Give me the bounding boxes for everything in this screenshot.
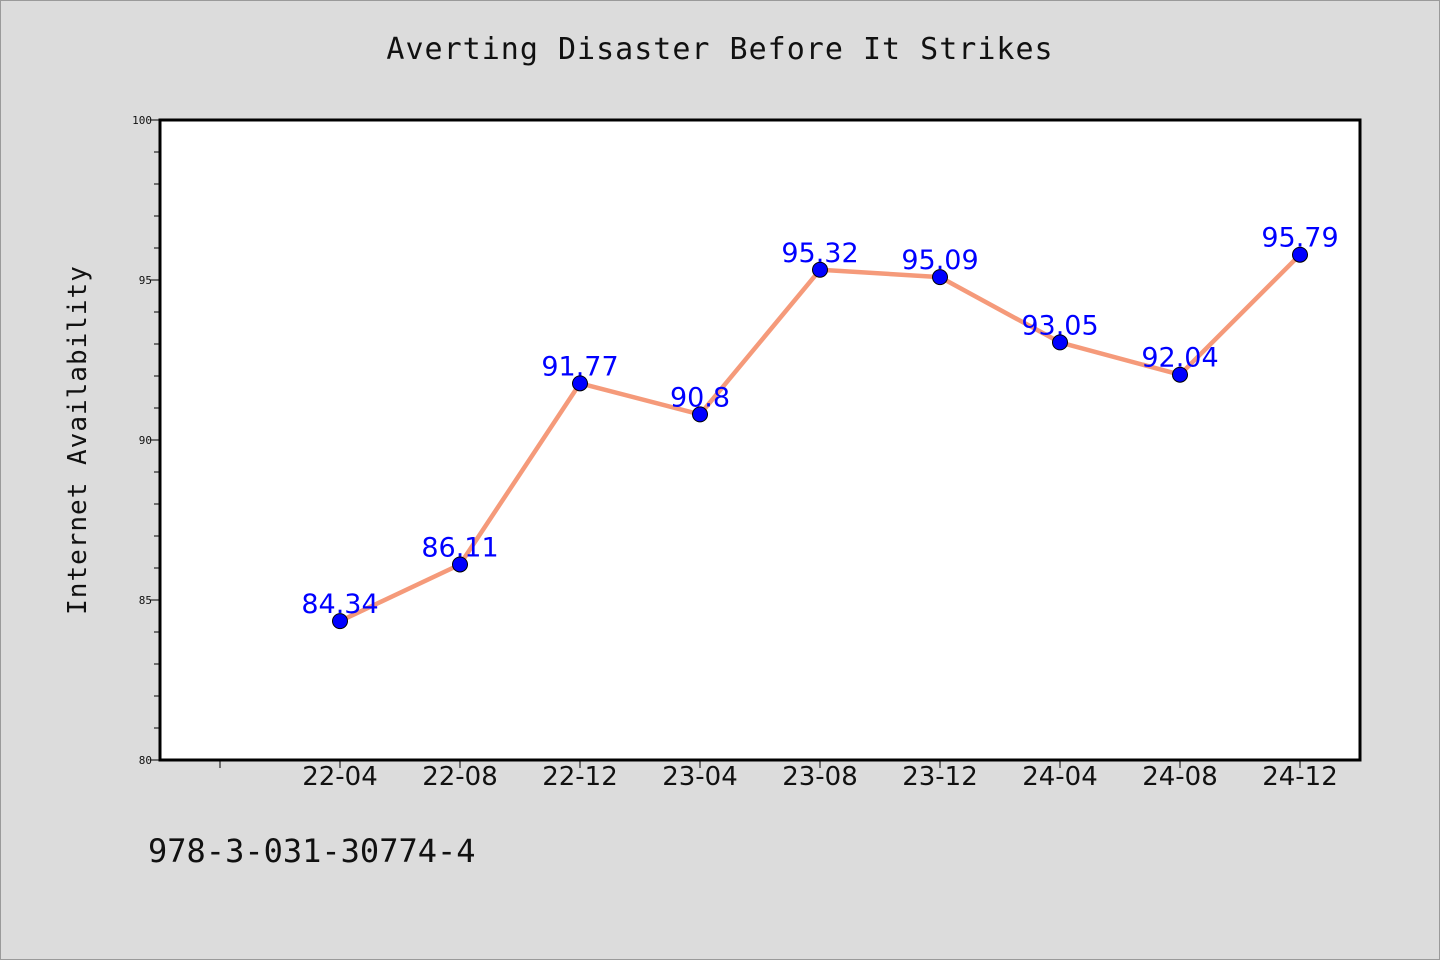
x-tick-label: 22-08 [422, 762, 498, 792]
data-label-layer: 84.34 86.11 91.77 90.8 95.32 95.09 93.05 92.04 9… [301, 223, 1338, 620]
data-point [932, 269, 948, 286]
y-tick-label: 80 [139, 754, 152, 767]
data-point [1292, 246, 1308, 263]
isbn-code: 978-3-031-30774-4 [148, 832, 476, 870]
y-tick-label: 90 [139, 434, 152, 447]
data-point [452, 556, 468, 573]
data-label: 90.8 [670, 382, 730, 413]
data-point [1052, 334, 1068, 351]
x-axis: 22-04 22-08 22-12 23-04 23-08 23-12 24-04 24-08… [219, 760, 1338, 792]
data-point [332, 613, 348, 630]
data-label: 95.09 [901, 245, 978, 276]
data-label: 86.11 [421, 532, 498, 563]
y-axis: 80 85 90 95 100 [132, 114, 160, 767]
data-label: 93.05 [1021, 310, 1098, 341]
x-tick-label: 24-04 [1022, 762, 1098, 792]
y-tick-label: 100 [132, 114, 152, 127]
x-tick-label: 23-04 [662, 762, 738, 792]
series-layer [332, 246, 1308, 630]
x-tick-label: 23-12 [902, 762, 978, 792]
x-tick-label: 23-08 [782, 762, 858, 792]
y-tick-label: 95 [139, 274, 152, 287]
data-point [692, 406, 708, 423]
data-label: 95.32 [781, 238, 858, 269]
x-tick-label: 24-12 [1262, 762, 1338, 792]
plot-area [158, 118, 1362, 762]
data-point [572, 375, 588, 392]
x-tick-label: 22-04 [302, 762, 378, 792]
y-tick-label: 85 [139, 594, 152, 607]
data-label: 95.79 [1261, 223, 1338, 254]
chart-title: Averting Disaster Before It Strikes [386, 32, 1054, 67]
data-label: 91.77 [541, 351, 618, 382]
y-axis-label: Internet Availability [63, 265, 93, 615]
data-label: 84.34 [301, 589, 378, 620]
data-label: 92.04 [1141, 343, 1218, 374]
data-point [812, 261, 828, 278]
data-point [1172, 366, 1188, 383]
x-tick-label: 24-08 [1142, 762, 1218, 792]
x-tick-label: 22-12 [542, 762, 618, 792]
